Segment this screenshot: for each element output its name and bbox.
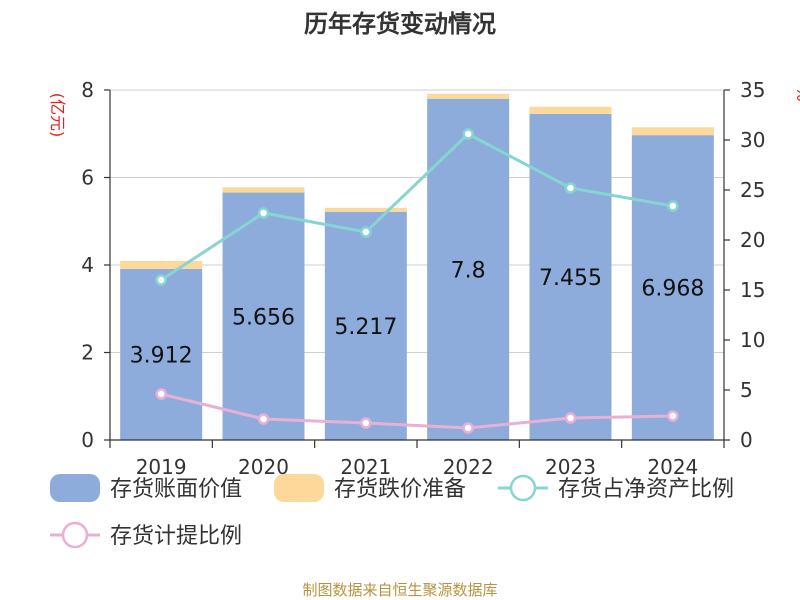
bar-impairment-2019 [120,260,203,269]
y-left-tick-label: 2 [81,341,94,365]
point-net-asset-ratio-2022 [462,128,474,140]
y-left-tick-label: 0 [81,428,94,452]
point-net-asset-ratio-2024 [667,200,679,212]
x-tick-label-2023: 2023 [545,455,596,479]
y-right-tick-label: 30 [740,128,765,152]
legend-net-asset-ratio: 存货占净资产比例 [498,474,734,502]
y-left-tick-label: 8 [81,78,94,102]
legend-label: 存货账面价值 [110,477,242,502]
bar-impairment-2023 [529,106,612,114]
x-tick-label-2021: 2021 [340,455,391,479]
data-label-2022: 7.8 [451,258,486,283]
bar-book-value-2023 [529,113,612,440]
y-right-unit-label: % [793,86,800,101]
point-net-asset-ratio-2023 [564,182,577,194]
point-net-asset-ratio-2019 [155,274,167,286]
y-left-unit-label: (亿元) [48,93,67,138]
legend-label: 存货计提比例 [110,524,242,549]
data-label-2024: 6.968 [641,277,704,302]
bars [120,93,714,440]
legend-marker [61,521,89,549]
legend-impairment: 存货跌价准备 [274,474,466,502]
y-right-tick-label: 10 [740,328,765,352]
y-right-tick-label: 35 [740,78,765,102]
chart-title: 历年存货变动情况 [304,10,496,38]
line-net-asset-ratio [160,132,674,282]
bar-book-value-2019 [120,268,203,440]
legend-book-value: 存货账面价值 [50,474,242,502]
legend-provision-ratio: 存货计提比例 [50,521,242,549]
bar-book-value-2020 [222,192,305,440]
data-label-2019: 3.912 [130,343,193,368]
source-note: 制图数据来自恒生聚源数据库 [302,581,497,599]
x-tick-label-2019: 2019 [136,455,187,479]
data-label-2020: 5.656 [232,305,295,330]
legend-label: 存货占净资产比例 [558,477,734,502]
y-right-tick-label: 5 [740,378,753,402]
bar-book-value-2024 [631,135,714,440]
bar-impairment-2020 [222,187,305,193]
point-provision-ratio-2024 [667,410,679,422]
bar-impairment-2021 [324,207,407,212]
point-net-asset-ratio-2020 [257,207,270,219]
x-tick-label-2024: 2024 [647,455,698,479]
point-provision-ratio-2023 [564,412,577,424]
y-right-tick-label: 15 [740,278,765,302]
point-provision-ratio-2019 [155,388,167,400]
legend-marker [509,474,537,502]
bar-book-value-2021 [324,211,407,440]
point-provision-ratio-2022 [462,422,474,434]
point-net-asset-ratio-2021 [360,226,372,238]
line-provision-ratio [160,392,673,430]
bar-book-value-2022 [427,98,510,440]
y-right-tick-label: 25 [740,178,765,202]
y-left-tick-label: 4 [81,253,94,277]
point-provision-ratio-2020 [257,413,270,425]
x-tick-label-2022: 2022 [443,455,494,479]
data-label-2021: 5.217 [334,315,397,340]
y-right-tick-label: 20 [740,228,765,252]
point-provision-ratio-2021 [360,417,372,429]
line-series [155,128,679,434]
data-label-2023: 7.455 [539,266,602,291]
legend-swatch [50,474,100,502]
legend-label: 存货跌价准备 [334,477,466,502]
legend-swatch [274,474,324,502]
bar-impairment-2022 [427,93,510,99]
data-labels: 3.912 5.656 5.217 7.8 7.455 6.968 [130,258,705,368]
y-right-tick-label: 0 [740,428,753,452]
y-left-tick-label: 6 [81,166,94,190]
bar-impairment-2024 [631,127,714,136]
